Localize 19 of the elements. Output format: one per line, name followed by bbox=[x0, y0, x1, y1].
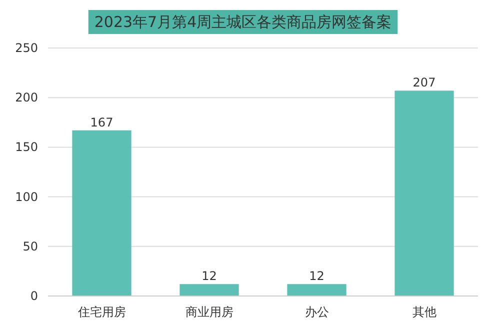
x-tick-label: 商业用房 bbox=[185, 305, 234, 319]
x-tick-label: 办公 bbox=[304, 305, 329, 319]
data-label: 207 bbox=[412, 76, 436, 90]
data-label: 167 bbox=[90, 115, 114, 130]
bar bbox=[287, 284, 346, 296]
y-tick-label: 250 bbox=[15, 41, 38, 55]
y-tick-label: 0 bbox=[30, 289, 38, 303]
data-label: 12 bbox=[202, 269, 217, 284]
x-tick-label: 其他 bbox=[412, 305, 436, 319]
chart-title: 2023年7月第4周主城区各类商品房网签备案 bbox=[94, 13, 392, 31]
y-tick-label: 100 bbox=[15, 190, 38, 204]
data-label: 12 bbox=[309, 269, 324, 284]
bar bbox=[394, 90, 454, 296]
bar bbox=[180, 284, 239, 296]
bar bbox=[72, 130, 132, 296]
y-tick-label: 50 bbox=[22, 239, 38, 254]
y-tick-label: 200 bbox=[15, 90, 38, 105]
y-tick-label: 150 bbox=[15, 140, 38, 154]
x-tick-label: 住宅用房 bbox=[76, 305, 126, 319]
